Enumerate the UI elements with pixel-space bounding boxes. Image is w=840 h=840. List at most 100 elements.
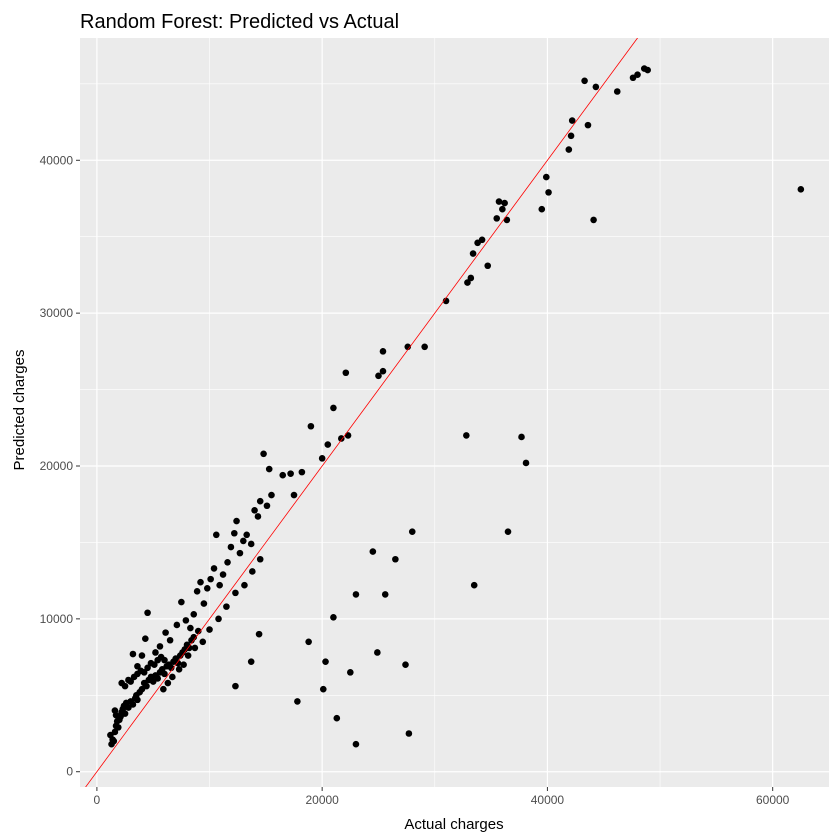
data-point xyxy=(129,701,137,708)
data-point xyxy=(160,685,167,693)
data-point xyxy=(495,198,503,205)
data-point xyxy=(305,638,312,646)
data-point xyxy=(504,528,512,536)
data-point xyxy=(138,652,146,659)
data-point xyxy=(290,491,298,499)
data-point xyxy=(565,146,573,153)
data-point xyxy=(143,682,150,690)
data-point xyxy=(268,491,275,499)
x-tick-label: 60000 xyxy=(756,793,790,807)
y-tick-label: 30000 xyxy=(40,306,74,320)
data-point xyxy=(190,610,198,618)
data-point xyxy=(164,679,172,687)
data-point xyxy=(210,565,218,572)
data-point xyxy=(182,617,190,624)
data-point xyxy=(542,173,550,181)
data-point xyxy=(342,369,350,377)
data-point xyxy=(193,588,201,595)
data-point xyxy=(162,629,169,636)
y-tick-label: 0 xyxy=(66,765,73,779)
data-point xyxy=(567,132,575,140)
data-point xyxy=(161,670,168,678)
data-point xyxy=(613,88,621,95)
reference-line xyxy=(85,38,639,787)
data-point xyxy=(232,589,239,597)
data-point xyxy=(185,644,193,652)
panel-background xyxy=(80,38,829,787)
data-point xyxy=(232,682,239,690)
data-point xyxy=(545,189,552,196)
data-point xyxy=(404,343,412,351)
data-point xyxy=(408,528,416,536)
x-axis-title: Actual charges xyxy=(404,816,503,833)
data-point xyxy=(298,468,306,476)
data-point xyxy=(469,250,477,257)
data-point xyxy=(307,422,315,430)
data-point xyxy=(467,274,475,282)
data-point xyxy=(538,205,546,213)
data-point xyxy=(294,698,301,705)
data-point xyxy=(152,649,159,656)
data-point xyxy=(206,626,213,633)
data-point xyxy=(379,348,387,355)
data-point xyxy=(352,591,360,598)
data-point xyxy=(129,650,137,658)
data-point xyxy=(199,638,207,646)
data-point xyxy=(156,643,164,650)
data-point xyxy=(151,661,158,669)
data-point xyxy=(392,555,399,563)
data-point xyxy=(330,614,337,621)
data-point xyxy=(254,513,262,520)
data-point xyxy=(463,432,470,439)
data-point xyxy=(184,652,192,659)
data-point xyxy=(352,740,360,748)
data-point xyxy=(127,678,134,685)
data-point xyxy=(134,662,141,670)
data-point xyxy=(200,600,208,607)
x-tick-label: 0 xyxy=(94,793,101,807)
y-tick-label: 10000 xyxy=(40,612,74,626)
y-tick-label: 20000 xyxy=(40,459,74,473)
data-point xyxy=(464,279,471,286)
data-point xyxy=(518,433,525,441)
data-point xyxy=(256,555,264,563)
data-point xyxy=(233,517,240,525)
data-point xyxy=(191,644,199,652)
data-point xyxy=(190,633,198,641)
data-point xyxy=(263,502,271,510)
data-point xyxy=(236,549,244,557)
data-point xyxy=(484,262,492,270)
data-point xyxy=(241,581,248,589)
data-point xyxy=(421,343,428,351)
y-tick-label: 40000 xyxy=(40,153,74,167)
data-point xyxy=(144,609,151,617)
data-point xyxy=(375,372,382,380)
data-point xyxy=(121,682,129,690)
data-point xyxy=(224,559,231,566)
x-tick-label: 40000 xyxy=(531,793,565,807)
data-point xyxy=(110,737,118,745)
data-point xyxy=(154,675,162,682)
data-point xyxy=(584,121,592,129)
data-point xyxy=(111,728,119,736)
data-point xyxy=(256,497,264,505)
data-point xyxy=(167,664,175,672)
data-point xyxy=(333,714,341,722)
data-point xyxy=(287,470,294,477)
data-point xyxy=(197,578,204,586)
data-point xyxy=(590,216,597,224)
data-point xyxy=(369,548,377,555)
data-point xyxy=(249,568,256,575)
data-point xyxy=(379,367,387,375)
data-point xyxy=(330,404,337,412)
data-point xyxy=(402,661,409,669)
data-point xyxy=(178,598,185,606)
data-point xyxy=(251,507,258,514)
data-point xyxy=(240,537,247,545)
data-point xyxy=(499,205,506,213)
data-point xyxy=(581,77,588,85)
data-point xyxy=(374,649,381,656)
data-point xyxy=(470,581,478,589)
data-point xyxy=(501,199,508,207)
